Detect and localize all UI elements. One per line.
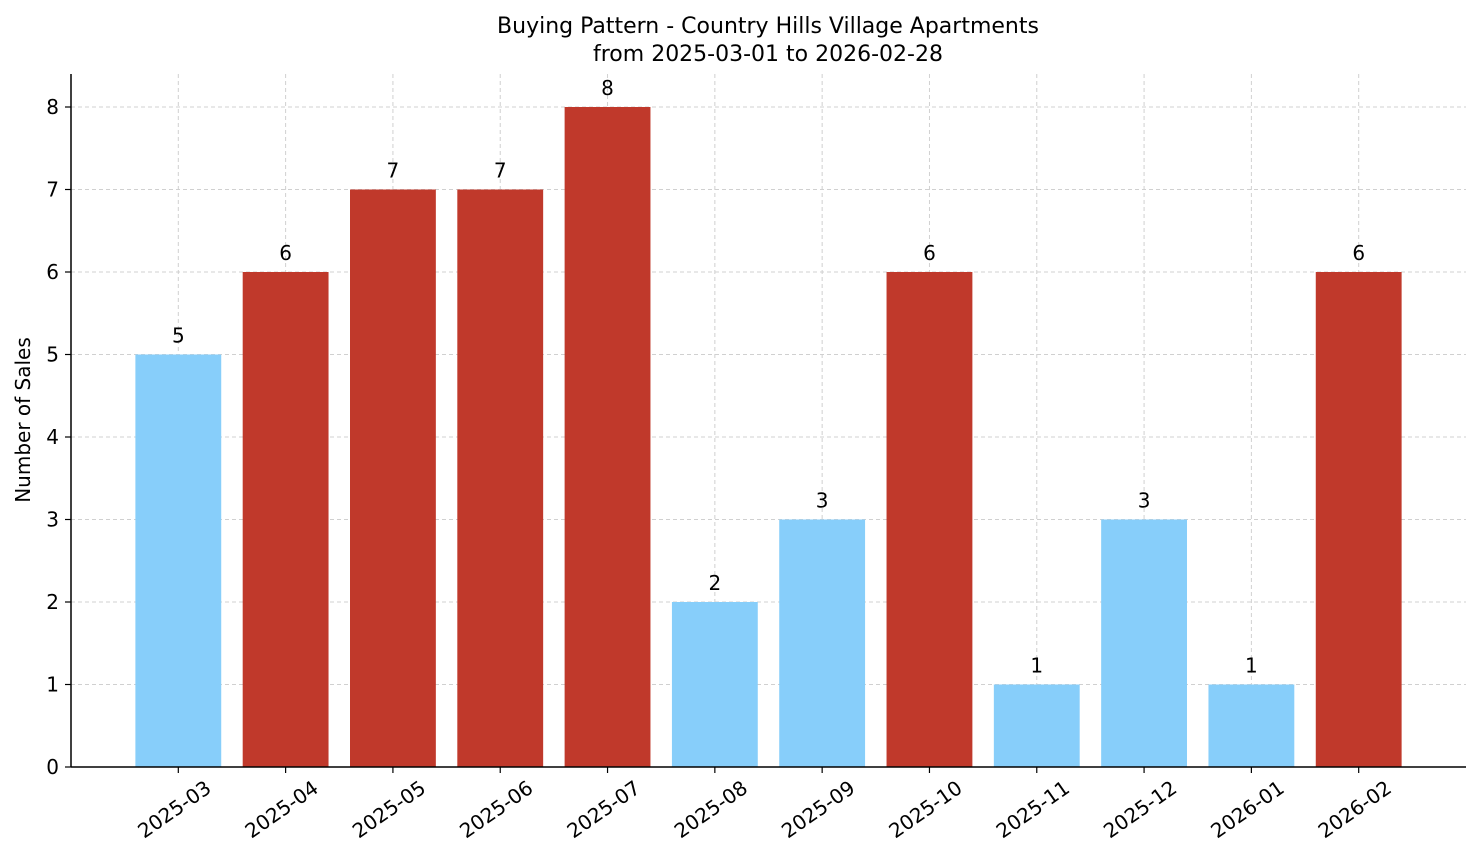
data-label: 7 (387, 159, 400, 183)
y-tick-label: 6 (46, 260, 59, 284)
x-tick-label: 2025-03 (133, 775, 215, 843)
bar (1208, 684, 1295, 767)
y-tick-label: 5 (46, 343, 59, 367)
bar (1101, 519, 1187, 767)
data-label: 6 (1352, 241, 1365, 265)
y-axis-label: Number of Sales (11, 337, 35, 503)
y-tick-label: 0 (46, 755, 59, 779)
data-label: 2 (708, 571, 721, 595)
data-label: 7 (494, 159, 507, 183)
x-tick-label: 2025-05 (348, 775, 430, 843)
bar (457, 189, 544, 767)
chart-title: Buying Pattern - Country Hills Village A… (497, 14, 1039, 39)
data-label: 6 (279, 241, 292, 265)
data-label: 1 (1245, 654, 1258, 678)
bar (671, 602, 758, 767)
x-tick-label: 2025-04 (240, 775, 322, 843)
bar (1315, 272, 1402, 767)
x-tick-label: 2026-02 (1314, 775, 1396, 843)
x-tick-label: 2025-10 (884, 775, 966, 843)
y-tick-label: 1 (46, 673, 59, 697)
x-tick-label: 2025-06 (455, 775, 537, 843)
x-tick-label: 2025-11 (992, 775, 1074, 843)
data-label: 6 (923, 241, 936, 265)
x-tick-label: 2025-12 (1099, 775, 1181, 843)
x-tick-label: 2026-01 (1206, 775, 1288, 843)
bar (993, 684, 1080, 767)
bar (886, 272, 973, 767)
y-tick-label: 3 (46, 508, 59, 532)
data-label: 1 (1030, 654, 1043, 678)
bar (779, 519, 866, 767)
bar (350, 189, 436, 767)
bar (242, 272, 329, 767)
x-tick-label: 2025-07 (562, 775, 644, 843)
y-tick-label: 4 (46, 425, 59, 449)
data-label: 5 (172, 324, 185, 348)
x-tick-label: 2025-09 (777, 775, 859, 843)
bar (564, 107, 651, 767)
chart-subtitle: from 2025-03-01 to 2026-02-28 (593, 42, 943, 67)
y-tick-label: 8 (46, 95, 59, 119)
data-label: 8 (601, 76, 614, 100)
y-tick-label: 2 (46, 590, 59, 614)
y-tick-label: 7 (46, 178, 59, 202)
data-label: 3 (816, 489, 829, 513)
data-label: 3 (1138, 489, 1151, 513)
x-tick-label: 2025-08 (670, 775, 752, 843)
bar (135, 354, 222, 767)
